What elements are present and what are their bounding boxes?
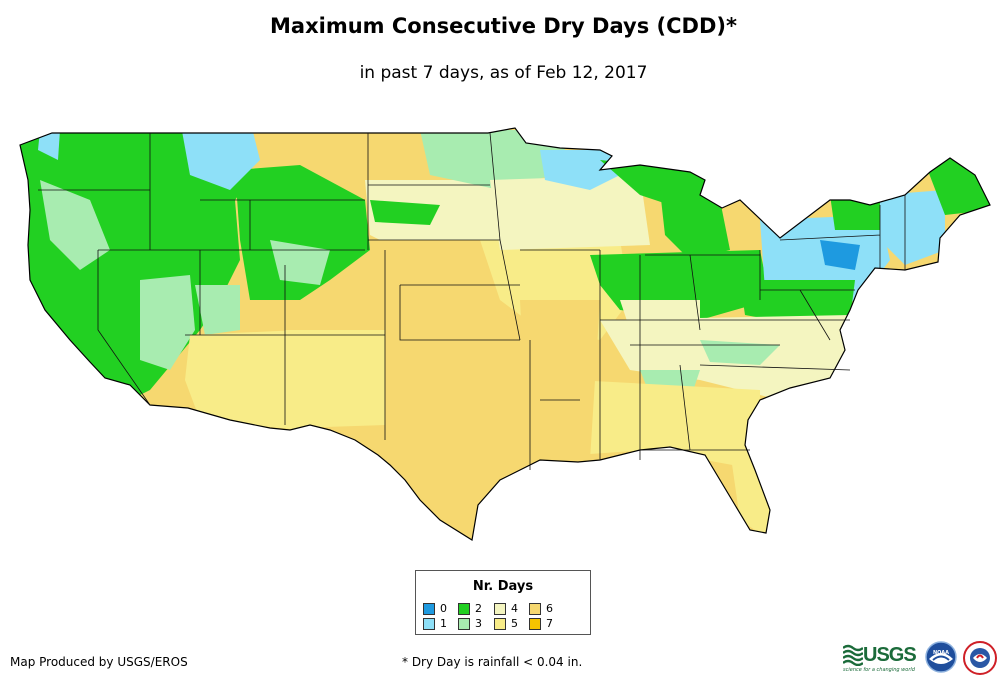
legend-item-4: 4 xyxy=(494,603,518,615)
usgs-wordmark: USGS xyxy=(863,644,917,666)
legend-swatch xyxy=(529,603,541,615)
usgs-logo: USGS science for a changing world xyxy=(843,641,919,675)
legend-label: 5 xyxy=(511,617,518,630)
legend-title: Nr. Days xyxy=(472,579,534,594)
legend-swatch xyxy=(458,603,470,615)
legend-label: 2 xyxy=(475,602,482,615)
legend-label: 4 xyxy=(511,602,518,615)
credit-text: Map Produced by USGS/EROS xyxy=(10,655,188,669)
noaa-logo: NOAA xyxy=(925,641,957,673)
region-wa-coast-1 xyxy=(38,130,60,160)
usgs-tagline: science for a changing world xyxy=(843,667,915,673)
region-idaho-1 xyxy=(180,128,260,190)
legend-swatch xyxy=(494,603,506,615)
legend-label: 7 xyxy=(546,617,553,630)
legend-swatch xyxy=(423,618,435,630)
region-carolinas-3 xyxy=(700,340,780,365)
conus-coastline xyxy=(19,127,991,541)
legend-swatch xyxy=(494,618,506,630)
region-michigan-green xyxy=(660,190,730,260)
legend-label: 0 xyxy=(440,602,447,615)
legend-item-7: 7 xyxy=(529,618,553,630)
region-pnw-3 xyxy=(40,180,110,270)
region-ar-la-6 xyxy=(520,300,600,460)
region-north-plains-3 xyxy=(420,130,570,190)
region-midatlantic-green xyxy=(740,280,855,325)
noaa-wordmark: NOAA xyxy=(933,650,949,656)
region-utah-3 xyxy=(195,285,240,335)
region-dakota-green xyxy=(370,200,440,225)
nws-logo xyxy=(963,641,997,675)
region-ny-0 xyxy=(820,240,860,270)
legend-item-5: 5 xyxy=(494,618,518,630)
legend-swatch xyxy=(423,603,435,615)
legend: Nr. Days 0 1 2 3 4 5 6 7 xyxy=(415,570,591,635)
legend-item-6: 6 xyxy=(529,603,553,615)
usgs-waves-icon xyxy=(843,644,863,666)
state-boundaries xyxy=(38,132,906,470)
legend-swatch xyxy=(458,618,470,630)
legend-item-1: 1 xyxy=(423,618,447,630)
legend-swatch xyxy=(529,618,541,630)
legend-label: 1 xyxy=(440,617,447,630)
region-gulf-5 xyxy=(575,380,760,470)
region-nm-5 xyxy=(285,330,385,428)
region-rockies-green xyxy=(235,165,370,300)
footnote-text: * Dry Day is rainfall < 0.04 in. xyxy=(402,655,583,669)
region-nevada-3 xyxy=(140,275,195,370)
region-upper-midwest-4 xyxy=(490,175,650,250)
region-arizona-5 xyxy=(185,330,300,430)
map-title: Maximum Consecutive Dry Days (CDD)* xyxy=(270,14,737,38)
region-new-england-1 xyxy=(880,190,945,265)
legend-label: 6 xyxy=(546,602,553,615)
legend-item-3: 3 xyxy=(458,618,482,630)
region-mi-up-1 xyxy=(540,150,630,190)
legend-item-2: 2 xyxy=(458,603,482,615)
region-ks-ne-6 xyxy=(370,240,500,280)
legend-item-0: 0 xyxy=(423,603,447,615)
legend-label: 3 xyxy=(475,617,482,630)
map-subtitle: in past 7 days, as of Feb 12, 2017 xyxy=(359,63,648,83)
